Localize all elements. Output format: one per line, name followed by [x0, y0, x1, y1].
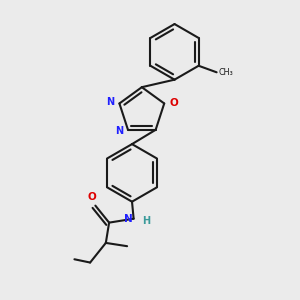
Text: H: H	[142, 216, 150, 226]
Text: N: N	[106, 97, 114, 107]
Text: CH₃: CH₃	[218, 68, 233, 77]
Text: O: O	[169, 98, 178, 108]
Text: N: N	[124, 214, 133, 224]
Text: N: N	[115, 126, 123, 136]
Text: O: O	[87, 192, 96, 202]
